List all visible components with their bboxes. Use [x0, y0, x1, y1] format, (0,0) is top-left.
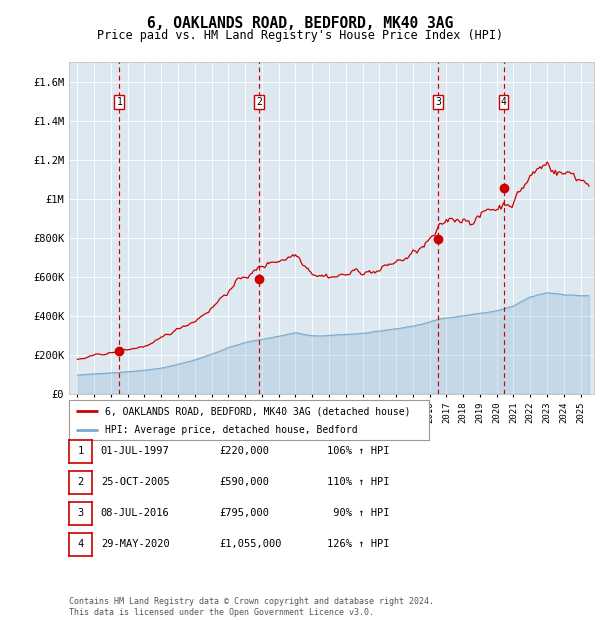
Text: 1: 1	[77, 446, 83, 456]
Text: Contains HM Land Registry data © Crown copyright and database right 2024.
This d: Contains HM Land Registry data © Crown c…	[69, 598, 434, 617]
Text: 1: 1	[116, 97, 122, 107]
Text: 3: 3	[77, 508, 83, 518]
Text: 106% ↑ HPI: 106% ↑ HPI	[327, 446, 389, 456]
Text: 2: 2	[256, 97, 262, 107]
Text: 01-JUL-1997: 01-JUL-1997	[101, 446, 170, 456]
Text: 6, OAKLANDS ROAD, BEDFORD, MK40 3AG: 6, OAKLANDS ROAD, BEDFORD, MK40 3AG	[147, 16, 453, 31]
Text: 90% ↑ HPI: 90% ↑ HPI	[327, 508, 389, 518]
Text: 3: 3	[436, 97, 441, 107]
Text: Price paid vs. HM Land Registry's House Price Index (HPI): Price paid vs. HM Land Registry's House …	[97, 30, 503, 42]
Text: 25-OCT-2005: 25-OCT-2005	[101, 477, 170, 487]
Text: 4: 4	[77, 539, 83, 549]
Text: £795,000: £795,000	[219, 508, 269, 518]
Text: 2: 2	[77, 477, 83, 487]
Text: 126% ↑ HPI: 126% ↑ HPI	[327, 539, 389, 549]
Text: 08-JUL-2016: 08-JUL-2016	[101, 508, 170, 518]
Text: 6, OAKLANDS ROAD, BEDFORD, MK40 3AG (detached house): 6, OAKLANDS ROAD, BEDFORD, MK40 3AG (det…	[105, 406, 410, 416]
Text: 29-MAY-2020: 29-MAY-2020	[101, 539, 170, 549]
Text: £220,000: £220,000	[219, 446, 269, 456]
Text: 110% ↑ HPI: 110% ↑ HPI	[327, 477, 389, 487]
Text: HPI: Average price, detached house, Bedford: HPI: Average price, detached house, Bedf…	[105, 425, 358, 435]
Text: £1,055,000: £1,055,000	[219, 539, 281, 549]
Text: 4: 4	[500, 97, 506, 107]
Text: £590,000: £590,000	[219, 477, 269, 487]
